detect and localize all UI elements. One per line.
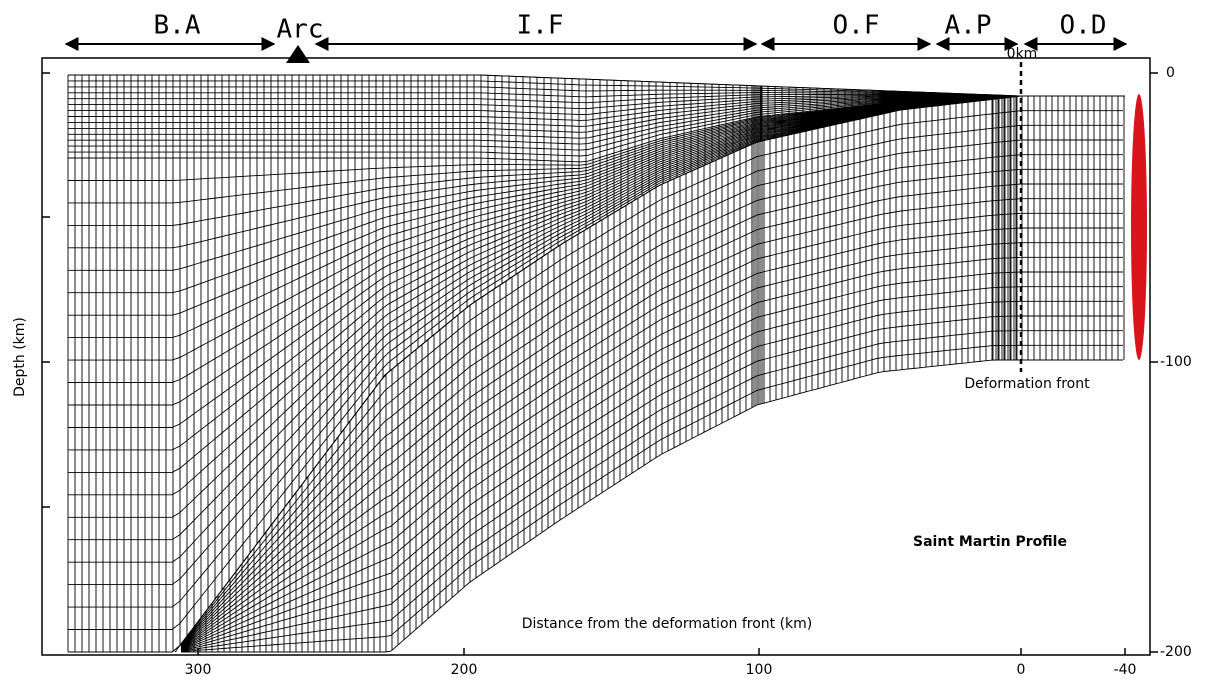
y-tick-label: -200	[1160, 644, 1192, 660]
x-tick-label: 100	[746, 662, 773, 678]
region-label: O.D	[1060, 11, 1107, 41]
mesh-line	[68, 74, 1125, 653]
x-tick-label: 200	[451, 662, 478, 678]
profile-label: Saint Martin Profile	[913, 534, 1067, 550]
mesh-line	[180, 95, 1123, 653]
zero-label: 0km	[1007, 46, 1038, 62]
frame	[41, 57, 1151, 656]
x-axis-label: Distance from the deformation front (km)	[522, 616, 813, 632]
x-tick-label: 300	[185, 662, 212, 678]
region-label: O.F	[833, 11, 880, 41]
mesh-line	[68, 95, 1021, 653]
region-label: I.F	[517, 11, 564, 41]
front-label: Deformation front	[964, 376, 1090, 392]
mesh-line	[751, 85, 1018, 408]
region-label: B.A	[154, 11, 201, 41]
mesh	[67, 74, 1125, 653]
x-tick-label: 0	[1017, 662, 1026, 678]
arc-marker	[286, 45, 310, 63]
region-label: A.P	[945, 11, 992, 41]
mesh-line	[67, 75, 1021, 652]
x-tick-label: -40	[1114, 662, 1137, 678]
y-axis-label: Depth (km)	[12, 317, 28, 397]
red-marker	[1131, 94, 1147, 360]
tick-marks	[42, 72, 1158, 655]
y-tick-label: 0	[1166, 65, 1175, 81]
y-tick-label: -100	[1160, 354, 1192, 370]
region-label: Arc	[277, 15, 324, 45]
